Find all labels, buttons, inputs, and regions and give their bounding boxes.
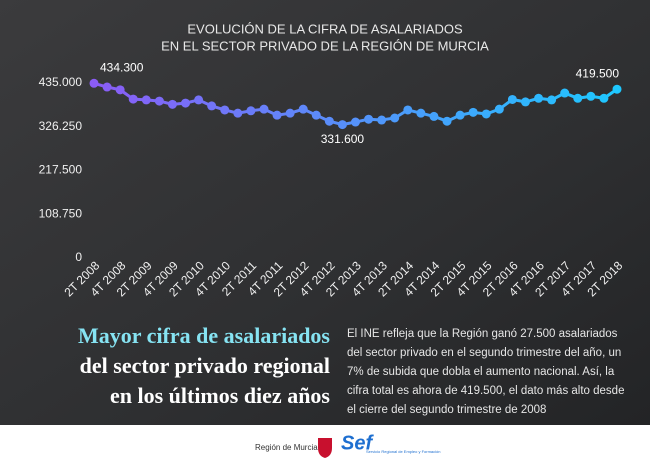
y-tick-label: 217.500 — [39, 163, 83, 177]
point — [455, 110, 465, 120]
sef-subtitle: Servicio Regional de Empleo y Formación — [366, 449, 440, 454]
point — [442, 116, 452, 126]
paragraph-line: del sector privado en el segundo trimest… — [347, 347, 621, 359]
point — [403, 105, 413, 115]
title: EN EL SECTOR PRIVADO DE LA REGIÓN DE MUR… — [161, 38, 489, 53]
point — [102, 82, 112, 92]
point — [220, 105, 230, 115]
point — [481, 109, 491, 119]
background — [0, 0, 650, 425]
point — [364, 114, 374, 124]
point — [128, 94, 138, 104]
point — [377, 115, 387, 125]
point — [599, 93, 609, 103]
point — [586, 91, 596, 101]
point — [560, 88, 570, 98]
y-tick-label: 0 — [75, 250, 82, 264]
paragraph-line: 7% de subida que dobla el aumento nacion… — [347, 366, 615, 378]
data-label: 331.600 — [321, 132, 365, 146]
point — [324, 116, 334, 126]
y-tick-label: 435.000 — [39, 75, 83, 89]
point — [534, 93, 544, 103]
headline: en los últimos diez años — [110, 383, 330, 408]
headline: Mayor cifra de asalariados — [78, 323, 330, 348]
point — [612, 84, 622, 94]
point — [573, 93, 583, 103]
point — [351, 117, 360, 127]
point — [194, 95, 204, 105]
point — [468, 107, 478, 117]
paragraph-line: el cierre del segundo trimestre de 2008 — [347, 404, 546, 416]
point — [520, 97, 530, 107]
point — [154, 96, 164, 106]
point — [115, 85, 125, 95]
point — [181, 98, 191, 108]
point — [547, 95, 557, 105]
y-tick-label: 108.750 — [39, 206, 83, 220]
title: EVOLUCIÓN DE LA CIFRA DE ASALARIADOS — [187, 21, 463, 36]
y-tick-label: 326.250 — [39, 119, 83, 133]
point — [233, 108, 243, 118]
point — [141, 95, 151, 105]
point — [311, 110, 321, 120]
point — [207, 101, 217, 111]
point — [507, 94, 517, 104]
point — [416, 108, 426, 118]
point — [494, 104, 504, 114]
data-label: 434.300 — [100, 60, 144, 74]
point — [167, 99, 177, 109]
sef-logo: Sef — [341, 432, 374, 454]
point — [89, 78, 99, 88]
point — [272, 110, 282, 120]
crest — [318, 438, 332, 458]
region-logo-text: Región de Murcia — [255, 443, 318, 452]
headline: del sector privado regional — [80, 353, 330, 378]
point — [390, 113, 400, 123]
paragraph-line: El INE refleja que la Región ganó 27.500… — [347, 328, 618, 340]
point — [429, 111, 439, 121]
point — [285, 108, 295, 118]
paragraph-line: cifra total es ahora de 419.500, el dato… — [347, 385, 624, 397]
point — [259, 104, 269, 114]
data-label: 419.500 — [576, 66, 620, 80]
point — [246, 106, 256, 116]
point — [298, 104, 308, 114]
point — [337, 120, 347, 130]
